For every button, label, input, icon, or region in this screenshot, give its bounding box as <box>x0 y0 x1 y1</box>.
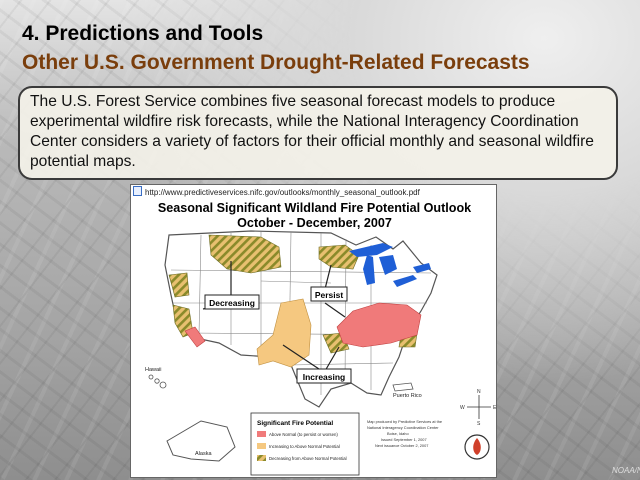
compass-n: N <box>477 389 481 395</box>
pdf-page-icon <box>133 186 142 196</box>
credit-watermark: NOAA/NWS <box>612 466 640 475</box>
legend-swatch-decreasing <box>257 455 266 461</box>
source-line-2: National Interagency Coordination Center <box>367 425 439 430</box>
callout-decreasing-label: Decreasing <box>209 298 255 308</box>
alaska-inset <box>166 420 236 462</box>
alaska-label: Alaska <box>195 451 212 457</box>
compass-rose <box>467 395 491 419</box>
source-line-1: Map produced by Predictive Services at t… <box>367 419 442 424</box>
puerto-rico-label: Puerto Rico <box>393 393 422 399</box>
fire-outlook-map-image: Decreasing Persist Increasing Hawaii Ala… <box>130 184 497 478</box>
puerto-rico-inset <box>392 382 414 392</box>
source-line-5: Next issuance October 2, 2007 <box>375 443 428 448</box>
legend-swatch-increasing <box>257 443 266 449</box>
compass-s: S <box>477 421 481 427</box>
above-normal-region-southeast <box>336 302 422 348</box>
increasing-region-plains <box>256 298 312 368</box>
source-line-4: Issued September 1, 2007 <box>381 437 427 442</box>
callout-decreasing-box <box>204 294 260 310</box>
legend-item-decreasing: Decreasing from Above Normal Potential <box>269 456 347 461</box>
slide-subtitle: Other U.S. Government Drought-Related Fo… <box>22 51 530 74</box>
body-text: The U.S. Forest Service combines five se… <box>30 93 594 170</box>
slide-title: 4. Predictions and Tools <box>22 22 264 45</box>
map-title: Seasonal Significant Wildland Fire Poten… <box>157 201 472 215</box>
legend-title: Significant Fire Potential <box>257 420 333 427</box>
decreasing-region-oregon <box>168 272 190 298</box>
nicc-logo-flame <box>473 438 481 455</box>
above-normal-region-socal <box>184 326 206 348</box>
hawaii-label: Hawaii <box>145 367 162 373</box>
callout-persist-box <box>310 286 348 302</box>
legend-swatch-above <box>257 431 266 437</box>
source-line-3: Boise, Idaho <box>387 431 409 436</box>
map-period: October - December, 2007 <box>237 216 392 230</box>
compass-e: E <box>493 405 497 411</box>
map-source-url-text: http://www.predictiveservices.nifc.gov/o… <box>145 188 420 197</box>
decreasing-region-north-rockies <box>208 234 282 274</box>
map-graphic: Decreasing Persist Increasing Hawaii Ala… <box>145 230 497 476</box>
legend-item-increasing: Increasing to Above Normal Potential <box>269 444 340 449</box>
hawaii-inset <box>148 374 167 389</box>
callout-persist-label: Persist <box>315 290 344 300</box>
compass-w: W <box>460 405 465 411</box>
callout-increasing-label: Increasing <box>303 372 346 382</box>
legend-item-above: Above Normal (to persist or worsen) <box>269 432 338 437</box>
legend-box <box>250 412 360 476</box>
callout-increasing-box <box>296 368 352 384</box>
map-source-url: http://www.predictiveservices.nifc.gov/o… <box>133 186 420 197</box>
body-text-box: The U.S. Forest Service combines five se… <box>18 86 618 180</box>
great-lakes <box>349 243 431 287</box>
